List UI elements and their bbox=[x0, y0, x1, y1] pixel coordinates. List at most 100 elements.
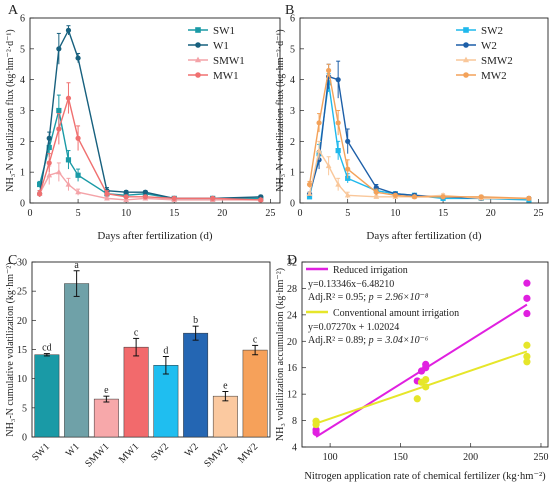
data-point bbox=[142, 189, 148, 195]
series-line bbox=[38, 110, 261, 200]
bar bbox=[34, 354, 60, 438]
legend-label: SW2 bbox=[481, 25, 503, 37]
y-tick-label: 5 bbox=[290, 44, 295, 55]
y-tick-label: 1 bbox=[290, 168, 295, 179]
data-point bbox=[523, 294, 531, 302]
series-smw1 bbox=[36, 162, 264, 202]
data-point bbox=[75, 135, 81, 141]
data-point bbox=[171, 195, 177, 201]
significance-letter: c bbox=[134, 327, 139, 338]
fit-line bbox=[315, 350, 528, 425]
data-point bbox=[306, 181, 313, 188]
data-point bbox=[56, 107, 62, 114]
data-point bbox=[392, 192, 398, 198]
y-tick-label: 25 bbox=[17, 287, 27, 298]
data-point bbox=[46, 144, 52, 151]
y-tick-label: 5 bbox=[22, 403, 27, 414]
panel-letter: D bbox=[287, 253, 297, 268]
x-tick-label: 10 bbox=[121, 208, 131, 219]
data-point bbox=[37, 191, 43, 197]
legend-label: Reduced irrigation bbox=[333, 265, 408, 276]
data-point bbox=[345, 166, 351, 172]
plot-frame bbox=[29, 17, 281, 204]
y-tick-label: 5 bbox=[20, 44, 25, 55]
data-point bbox=[75, 172, 81, 178]
series-mw1 bbox=[37, 82, 264, 203]
significance-letter: e bbox=[104, 385, 109, 396]
series-w2 bbox=[306, 60, 532, 201]
significance-letter: d bbox=[163, 346, 168, 357]
data-point bbox=[523, 309, 531, 318]
legend: SW1 W1 SMW1 MW1 bbox=[188, 25, 245, 82]
data-point bbox=[123, 189, 129, 195]
data-point bbox=[55, 169, 62, 175]
x-tick-label: SW1 bbox=[30, 441, 52, 463]
bar bbox=[183, 332, 209, 438]
x-tick-label: MW1 bbox=[117, 441, 141, 465]
data-point bbox=[440, 194, 446, 200]
series-mw2 bbox=[306, 63, 532, 201]
data-point bbox=[373, 189, 379, 195]
data-point bbox=[306, 194, 313, 200]
legend-marker bbox=[463, 72, 469, 78]
data-point bbox=[46, 135, 52, 141]
x-tick-label: 15 bbox=[438, 208, 448, 219]
bar bbox=[64, 283, 90, 438]
data-point bbox=[312, 417, 320, 425]
significance-letter: a bbox=[74, 260, 79, 271]
bar bbox=[242, 349, 268, 438]
x-tick-label: 15 bbox=[169, 208, 179, 219]
y-tick-label: 15 bbox=[17, 345, 27, 356]
data-point bbox=[104, 195, 110, 201]
regression-stats: Adj.R² = 0.95; p = 2.96×10⁻⁸ bbox=[308, 292, 429, 303]
panel-letter: A bbox=[8, 3, 19, 18]
panel-b: 0 5 10 15 20 25 0 1 2 3 4 5 6 Days after fertilizatio… bbox=[275, 3, 549, 242]
legend-label: SMW2 bbox=[481, 55, 513, 67]
y-tick-label: 12 bbox=[287, 390, 297, 401]
significance-letter: e bbox=[223, 381, 228, 392]
x-tick-label: 0 bbox=[298, 208, 303, 219]
series-reduced bbox=[312, 279, 531, 438]
significance-letter: c bbox=[253, 334, 258, 345]
regression-stats: Adj.R² = 0.89; p = 3.04×10⁻⁶ bbox=[308, 335, 429, 346]
y-axis-label: NH₃-N cumulative volatilization (kg·hm⁻²… bbox=[5, 262, 16, 436]
legend-marker bbox=[195, 72, 201, 78]
legend-label: Conventional amount irrigation bbox=[333, 308, 459, 319]
y-tick-label: 30 bbox=[17, 258, 27, 269]
y-axis-label: NH₃-N volatilization flux (kg·hm⁻²·d⁻¹) bbox=[275, 29, 286, 192]
y-tick-label: 28 bbox=[287, 284, 297, 295]
significance-letter: b bbox=[193, 315, 198, 326]
series-line bbox=[308, 75, 529, 200]
series-line bbox=[38, 95, 261, 201]
data-point bbox=[335, 77, 341, 83]
series-line bbox=[308, 148, 529, 200]
bar bbox=[123, 346, 149, 438]
plot-frame bbox=[301, 261, 549, 448]
y-tick-label: 20 bbox=[287, 337, 297, 348]
significance-letter: cd bbox=[42, 343, 51, 354]
data-point bbox=[210, 195, 216, 201]
x-tick-label: SMW1 bbox=[83, 441, 111, 469]
x-tick-label: 20 bbox=[217, 208, 227, 219]
data-point bbox=[523, 352, 531, 361]
y-tick-label: 0 bbox=[22, 433, 27, 444]
x-tick-label: 20 bbox=[486, 208, 496, 219]
data-point bbox=[316, 120, 322, 126]
regression-equation: y=0.07270x + 1.02024 bbox=[308, 322, 399, 333]
y-tick-label: 10 bbox=[17, 374, 27, 385]
legend: Reduced irrigation y=0.13346x−6.48210 Adj.… bbox=[306, 265, 459, 346]
data-point bbox=[56, 126, 62, 132]
data-point bbox=[104, 191, 110, 197]
y-tick-label: 4 bbox=[20, 75, 25, 86]
data-point bbox=[422, 364, 430, 372]
data-point bbox=[258, 197, 264, 203]
x-tick-label: 150 bbox=[393, 452, 408, 463]
data-point bbox=[75, 189, 81, 195]
legend-marker bbox=[195, 27, 201, 33]
data-point bbox=[413, 395, 421, 403]
x-tick-label: 0 bbox=[28, 208, 33, 219]
data-point bbox=[142, 194, 148, 200]
data-point bbox=[312, 426, 320, 434]
x-tick-label: 200 bbox=[463, 452, 478, 463]
